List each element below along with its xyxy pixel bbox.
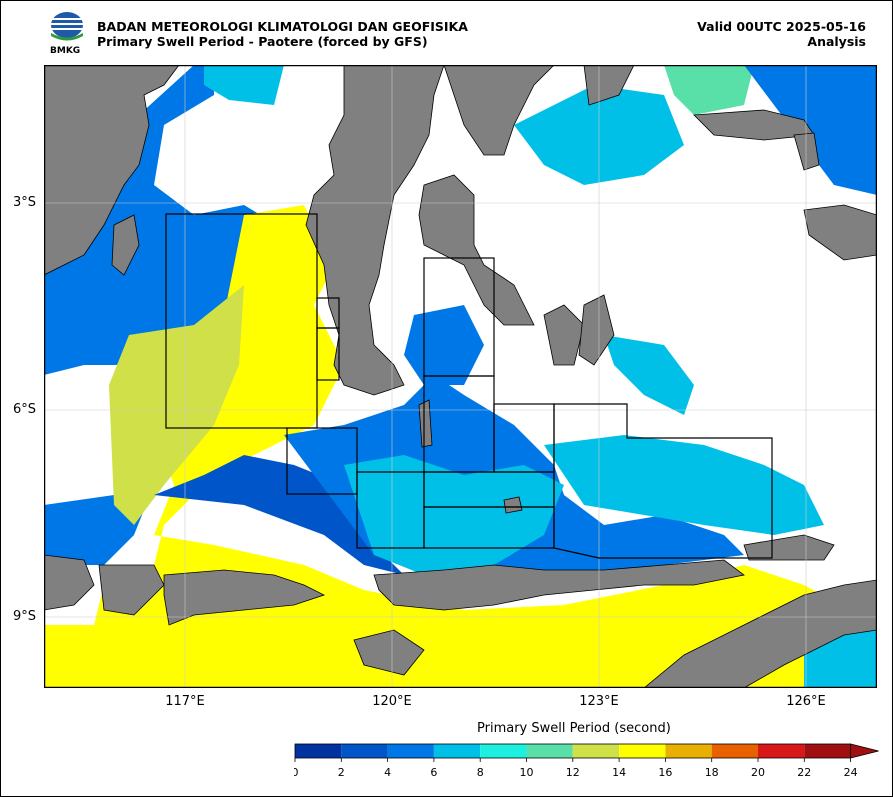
colorbar-tick-label: 14 (612, 766, 626, 779)
colorbar-tick-label: 2 (338, 766, 345, 779)
colorbar: 0 2 4 6 8 10 12 14 16 18 20 22 24 (294, 743, 879, 779)
field-yellow-main (44, 205, 877, 688)
y-tick-label: 9°S (13, 609, 37, 624)
x-tick-label: 117°E (165, 694, 205, 709)
colorbar-segment (387, 744, 434, 758)
field-cyan-top (204, 65, 284, 105)
land-sumbawa (98, 564, 165, 616)
land-seram-west (793, 132, 820, 171)
colorbar-segment (526, 744, 573, 758)
land-borneo (44, 65, 180, 276)
colorbar-tick-label: 0 (294, 766, 299, 779)
x-tick-label: 123°E (579, 694, 619, 709)
land-sula-islands (578, 294, 615, 366)
field-cyan-east (544, 435, 824, 535)
colorbar-tick-label: 16 (658, 766, 672, 779)
field-green-west (109, 285, 244, 525)
region-boxes (165, 213, 773, 559)
colorbar-segment (758, 744, 805, 758)
colorbar-tick-label: 22 (797, 766, 811, 779)
land-borneo-islands (111, 214, 140, 276)
colorbar-tick-label: 24 (844, 766, 858, 779)
colorbar-segment (804, 744, 851, 758)
land-alor (743, 534, 835, 561)
colorbar-tick-label: 4 (384, 766, 391, 779)
valid-time: Valid 00UTC 2025-05-16 (697, 19, 866, 34)
colorbar-segment (665, 744, 712, 758)
x-tick-label: 126°E (786, 694, 826, 709)
land-maluku-top (583, 65, 635, 106)
colorbar-segment (619, 744, 666, 758)
analysis-label: Analysis (807, 34, 866, 49)
colorbar-tick-label: 18 (705, 766, 719, 779)
bmkg-logo-icon (51, 12, 83, 41)
colorbar-segment (572, 744, 620, 758)
land-small-island (503, 496, 523, 514)
land-bali-lombok (44, 554, 95, 611)
logo-text: BMKG (50, 46, 81, 56)
field-cyan-right (604, 335, 694, 415)
colorbar-tick-label: 8 (477, 766, 484, 779)
land-seram (803, 204, 877, 261)
colorbar-title: Primary Swell Period (second) (477, 721, 671, 736)
graticule (44, 65, 877, 688)
colorbar-segment (433, 744, 481, 758)
colorbar-tick-label: 20 (751, 766, 765, 779)
field-cyan-south (344, 455, 564, 575)
colorbar-segment (480, 744, 527, 758)
field-green-ne (664, 65, 754, 115)
agency-title: BADAN METEOROLOGI KLIMATOLOGI DAN GEOFIS… (97, 19, 468, 34)
land-timor (643, 579, 877, 688)
swell-period-map (44, 65, 877, 688)
colorbar-tick-label: 12 (566, 766, 580, 779)
colorbar-segment (341, 744, 388, 758)
landmasses (44, 65, 877, 688)
land-selayar (418, 399, 433, 448)
y-tick-label: 6°S (13, 402, 37, 417)
land-flores-west (163, 569, 326, 626)
x-tick-label: 120°E (372, 694, 412, 709)
land-sulawesi (305, 65, 445, 396)
colorbar-segment (711, 744, 758, 758)
colorbar-segment (295, 744, 342, 758)
land-sulawesi-se (418, 174, 535, 326)
product-title: Primary Swell Period - Paotere (forced b… (97, 34, 428, 49)
land-sumba (353, 629, 425, 676)
colorbar-tick-label: 6 (430, 766, 437, 779)
land-sulawesi-north (443, 65, 555, 156)
colorbar-extend-arrow (850, 743, 879, 759)
y-tick-label: 3°S (13, 195, 37, 210)
colorbar-tick-label: 10 (520, 766, 534, 779)
land-flores (373, 559, 745, 611)
land-buton (543, 304, 585, 366)
